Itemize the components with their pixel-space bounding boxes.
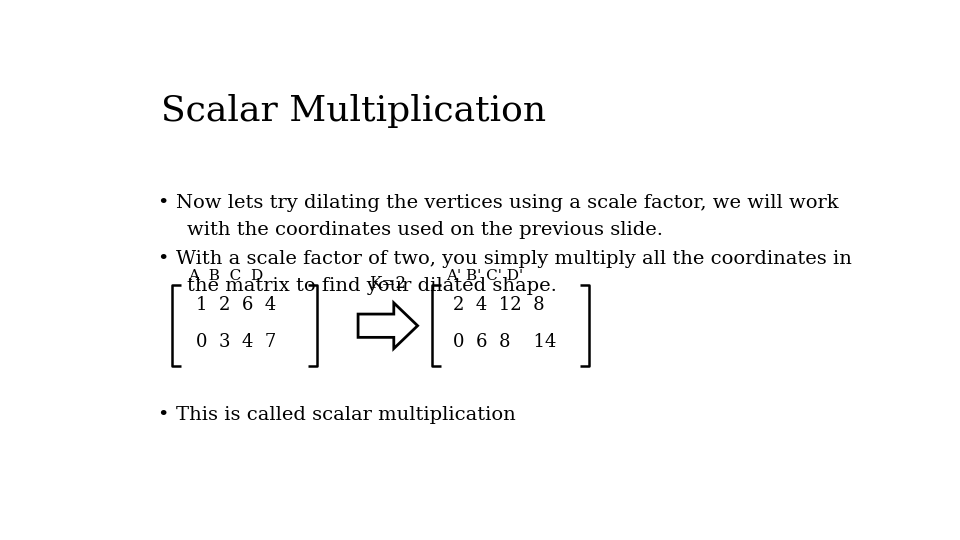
Text: This is called scalar multiplication: This is called scalar multiplication — [176, 406, 516, 424]
Text: Scalar Multiplication: Scalar Multiplication — [161, 94, 546, 128]
Text: K=2: K=2 — [370, 275, 406, 293]
Text: •: • — [157, 250, 169, 268]
Text: 0  3  4  7: 0 3 4 7 — [196, 333, 276, 351]
Text: Now lets try dilating the vertices using a scale factor, we will work: Now lets try dilating the vertices using… — [176, 194, 838, 212]
Text: A' B' C' D': A' B' C' D' — [445, 269, 523, 283]
Text: •: • — [157, 406, 169, 424]
Text: with the coordinates used on the previous slide.: with the coordinates used on the previou… — [187, 221, 663, 239]
Text: •: • — [157, 194, 169, 212]
Text: With a scale factor of two, you simply multiply all the coordinates in: With a scale factor of two, you simply m… — [176, 250, 852, 268]
Text: the matrix to find your dilated shape.: the matrix to find your dilated shape. — [187, 277, 557, 295]
Text: 0  6  8    14: 0 6 8 14 — [453, 333, 557, 351]
Polygon shape — [358, 303, 418, 349]
Text: 1  2  6  4: 1 2 6 4 — [196, 295, 276, 314]
Text: 2  4  12  8: 2 4 12 8 — [453, 295, 545, 314]
Text: A  B  C  D: A B C D — [188, 269, 264, 283]
